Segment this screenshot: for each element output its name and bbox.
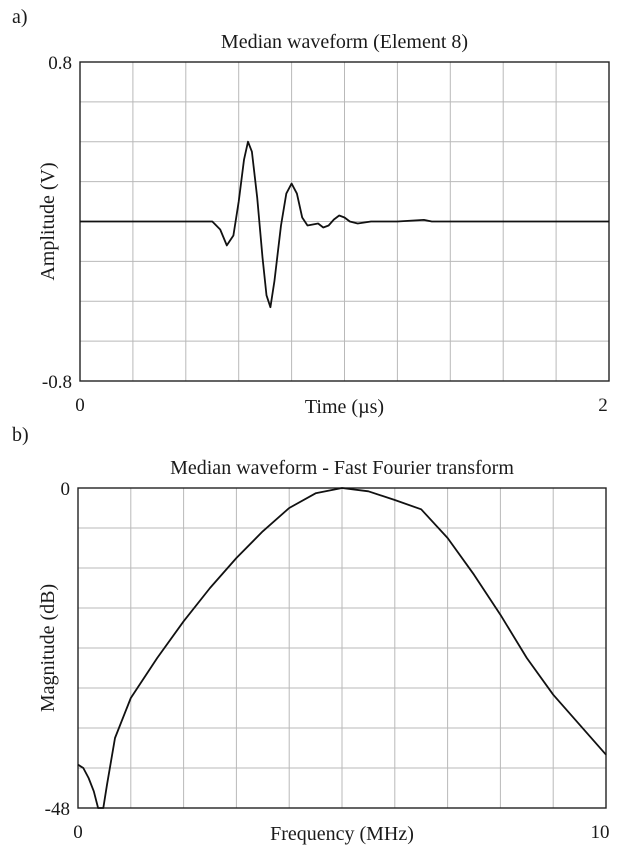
panel-b-x-tick-right: 10 [591,822,610,843]
panel-b-series-line [77,487,607,809]
panel-b-y-axis-label: Magnitude (dB) [37,584,59,712]
panel-b-plot-area [77,487,607,809]
panel-a-x-axis-label: Time (µs) [305,396,384,418]
panel-b-y-tick-top: 0 [61,479,71,500]
panel-a-plot-area [79,61,610,382]
panel-b-x-axis-label: Frequency (MHz) [270,823,414,845]
panel-a-y-tick-top: 0.8 [48,53,72,74]
panel-a-label: a) [12,6,28,28]
panel-b-title: Median waveform - Fast Fourier transform [170,457,514,479]
panel-a-x-tick-left: 0 [75,395,85,416]
panel-b-label: b) [12,424,29,446]
panel-b-y-tick-bottom: -48 [45,799,70,820]
panel-a-series-line [80,140,609,309]
panel-b-x-tick-left: 0 [73,822,83,843]
panel-a-y-tick-bottom: -0.8 [42,372,72,393]
panel-a-title: Median waveform (Element 8) [221,31,468,53]
panel-a-y-axis-label: Amplitude (V) [37,162,59,280]
panel-a-x-tick-right: 2 [598,395,608,416]
